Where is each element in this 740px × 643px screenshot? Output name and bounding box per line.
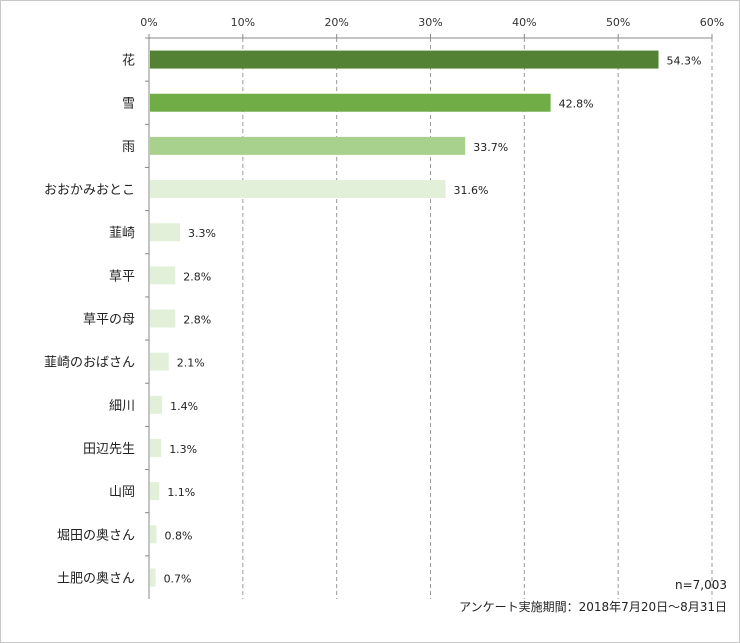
value-label: 2.8% (183, 270, 211, 283)
bar (150, 136, 466, 155)
x-tick-label: 50% (606, 16, 630, 29)
bar (150, 395, 163, 414)
bar (150, 525, 157, 544)
x-tick-label: 10% (231, 16, 255, 29)
x-tick-label: 40% (512, 16, 536, 29)
value-label: 2.8% (183, 314, 211, 327)
category-label: 雨 (122, 140, 135, 155)
x-tick-label: 20% (324, 16, 348, 29)
sample-size-note: n=7,003 (674, 578, 727, 592)
grid-layer (242, 38, 713, 599)
value-label: 1.4% (170, 400, 198, 413)
bar-layer (150, 50, 659, 587)
category-label: 田辺先生 (83, 442, 135, 457)
category-label: 韮崎 (109, 226, 135, 241)
category-label: 細川 (109, 399, 135, 414)
value-label: 1.1% (167, 486, 195, 499)
value-label: 0.7% (164, 572, 192, 585)
bar (150, 568, 156, 587)
category-label: 花 (122, 53, 135, 69)
value-label: 33.7% (473, 141, 508, 154)
bar (150, 93, 551, 112)
category-label: 草平の母 (83, 313, 135, 328)
category-label: 雪 (122, 97, 135, 112)
value-label: 1.3% (169, 443, 197, 456)
value-label: 0.8% (165, 529, 193, 542)
value-label: 54.3% (667, 55, 702, 68)
category-label: おおかみおとこ (44, 183, 135, 198)
value-label: 2.1% (177, 357, 205, 370)
bar (150, 223, 180, 242)
category-label: 韮崎のおばさん (44, 356, 135, 371)
bar (150, 266, 176, 285)
bar (150, 482, 160, 501)
x-tick-label: 60% (700, 16, 724, 29)
axis-layer: 0% 10% 20% 30% 40% 50% 60% (140, 16, 724, 599)
bar (150, 50, 659, 69)
value-label: 42.8% (559, 98, 594, 111)
x-tick-label: 30% (418, 16, 442, 29)
survey-period-note: アンケート実施期間：2018年7月20日～8月31日 (459, 600, 727, 614)
value-label: 31.6% (454, 184, 489, 197)
category-label: 草平 (109, 269, 135, 284)
category-label: 堀田の奥さん (57, 528, 135, 543)
category-label: 山岡 (109, 485, 135, 500)
bar (150, 352, 169, 371)
bar (150, 309, 176, 328)
value-label: 3.3% (188, 227, 216, 240)
label-layer: 花 54.3% 雪 42.8% 雨 33.7% おおかみおとこ 31.6% 韮崎 3.3% 草平 2.… (44, 53, 701, 587)
x-tick-label: 0% (140, 16, 157, 29)
bar (150, 438, 162, 457)
category-label: 土肥の奥さん (57, 571, 135, 586)
bar (150, 180, 446, 199)
